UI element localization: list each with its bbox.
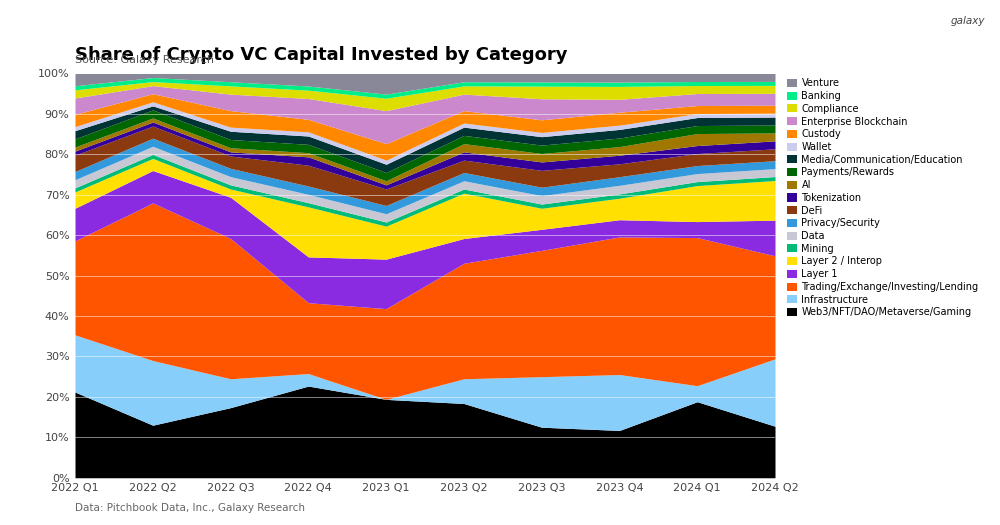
Text: Data: Pitchbook Data, Inc., Galaxy Research: Data: Pitchbook Data, Inc., Galaxy Resea… [75,503,305,513]
Text: Share of Crypto VC Capital Invested by Category: Share of Crypto VC Capital Invested by C… [75,46,568,64]
Text: Source: Galaxy Research: Source: Galaxy Research [75,55,214,65]
Text: galaxy: galaxy [950,16,985,26]
Legend: Venture, Banking, Compliance, Enterprise Blockchain, Custody, Wallet, Media/Comm: Venture, Banking, Compliance, Enterprise… [787,78,979,317]
